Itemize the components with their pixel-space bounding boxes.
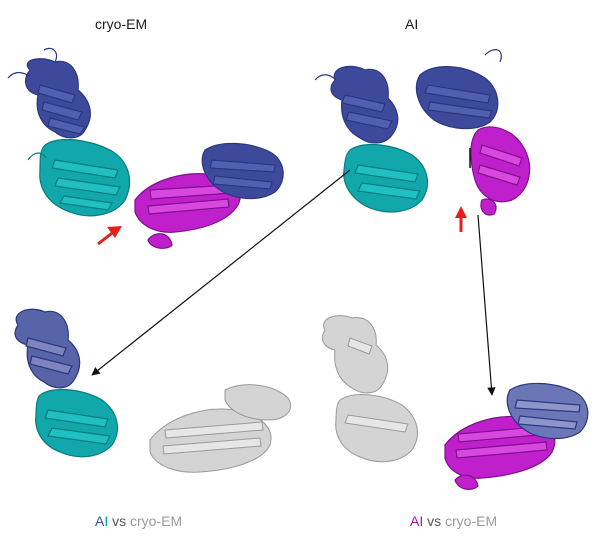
caption-left-ref: cryo-EM xyxy=(130,513,183,529)
teal-domain-cryo xyxy=(27,139,131,217)
caption-right: AI vs cryo-EM xyxy=(410,513,497,529)
navy-overlay-right xyxy=(506,382,589,440)
overlay-left xyxy=(14,308,292,473)
highlight-arrow-ai xyxy=(455,206,467,232)
caption-right-model-a: A xyxy=(410,513,420,529)
teal-overlay-left xyxy=(35,389,119,458)
reference-gray-right xyxy=(322,315,418,463)
magenta-domain-cryo xyxy=(134,173,241,249)
navy-domain-cryo xyxy=(7,47,91,139)
navy-domain-ai xyxy=(314,65,399,144)
caption-left-model-a: A xyxy=(95,513,105,529)
caption-right-ref: cryo-EM xyxy=(445,513,498,529)
title-cryo-em: cryo-EM xyxy=(95,16,148,32)
highlight-arrow-cryo xyxy=(97,226,122,246)
caption-right-model-b: I xyxy=(419,513,424,529)
magenta-domain-ai xyxy=(470,126,531,216)
reference-gray-left xyxy=(149,384,292,473)
connector-arrow-right xyxy=(477,214,496,396)
caption-right-vs: vs xyxy=(427,513,442,529)
overlay-right xyxy=(322,315,589,490)
title-ai: AI xyxy=(405,16,419,32)
navy-overlay-left xyxy=(14,308,81,389)
cryo-em-structure xyxy=(7,47,284,249)
connector-arrow-left xyxy=(91,169,351,376)
navy-c-domain-cryo xyxy=(201,142,284,200)
teal-domain-ai xyxy=(343,144,429,213)
caption-left-model-b: I xyxy=(104,513,109,529)
caption-left: AI vs cryo-EM xyxy=(95,513,182,529)
navy-upper-domain-ai xyxy=(415,49,502,130)
caption-left-vs: vs xyxy=(112,513,127,529)
ai-structure xyxy=(314,49,531,232)
